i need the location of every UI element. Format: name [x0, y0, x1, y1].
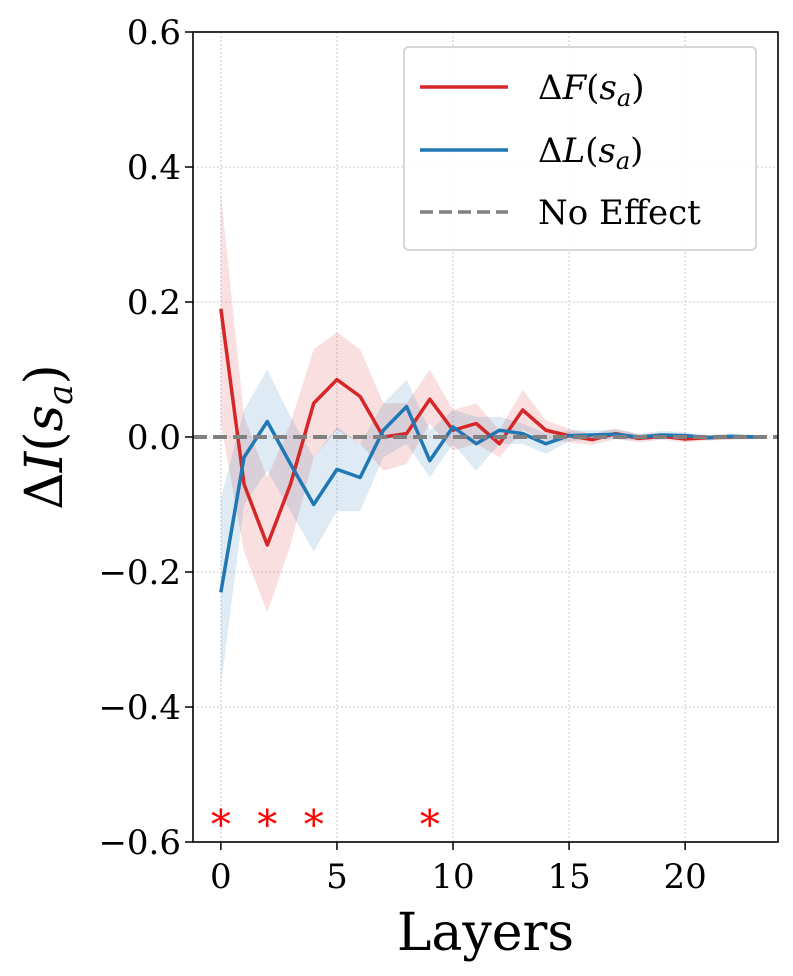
- y-axis-title-group: ΔI(sa): [15, 364, 81, 510]
- y-tick-label-4: 0.2: [127, 283, 181, 323]
- legend-delta-l-sub: a: [616, 147, 630, 175]
- y-tick-label-1: −0.4: [98, 688, 181, 728]
- legend-delta-f-var: F: [562, 68, 588, 108]
- x-tick-label-4: 20: [664, 857, 707, 897]
- x-tick-label-1: 5: [326, 857, 348, 897]
- y-tick-label-3: 0.0: [127, 418, 181, 458]
- significance-marker-2: *: [304, 802, 324, 848]
- x-tick-label-0: 0: [210, 857, 232, 897]
- band-delta-f: [220, 194, 755, 613]
- legend-label-delta-l: ΔL(sa): [538, 131, 643, 175]
- y-tick-label-6: 0.6: [127, 13, 181, 53]
- legend-delta-f-open: (: [586, 68, 599, 108]
- legend: ΔF(sa) ΔL(sa) No Effect: [403, 46, 757, 251]
- legend-delta-l-close: ): [630, 131, 643, 171]
- x-axis-title-group: Layers: [397, 903, 574, 963]
- significance-marker-0: *: [211, 802, 231, 848]
- y-title-close: ): [15, 364, 75, 384]
- legend-delta-l-open: (: [585, 131, 598, 171]
- significance-marker-1: *: [257, 802, 277, 848]
- y-title-open: (: [15, 431, 75, 451]
- series-lines: [193, 308, 778, 593]
- y-tick-label-0: −0.6: [98, 823, 181, 863]
- legend-delta-f-s: s: [599, 68, 616, 108]
- y-title-var: I: [15, 450, 75, 473]
- legend-delta-l-s: s: [598, 131, 615, 171]
- confidence-bands: [220, 194, 755, 687]
- band-delta-l: [220, 369, 755, 687]
- legend-label-no-effect: No Effect: [538, 193, 701, 233]
- y-title-s: s: [15, 405, 75, 432]
- significance-marker-3: *: [420, 802, 440, 848]
- x-tick-label-2: 10: [431, 857, 474, 897]
- y-axis-title: ΔI(sa): [15, 364, 81, 510]
- legend-delta-f-close: ): [631, 68, 644, 108]
- legend-delta-f-sub: a: [617, 84, 631, 112]
- y-tick-label-2: −0.2: [98, 553, 181, 593]
- significance-markers: * * * *: [211, 802, 440, 848]
- legend-delta-f-delta: Δ: [538, 68, 563, 108]
- x-axis-title: Layers: [397, 903, 574, 963]
- y-title-subscript: a: [41, 384, 81, 404]
- legend-delta-l-var: L: [562, 131, 586, 171]
- legend-label-delta-f: ΔF(sa): [538, 68, 644, 112]
- y-tick-label-5: 0.4: [127, 148, 181, 188]
- axis-ticks: 0 5 10 15 20 −0.6 −0.4 −0.2 0.0 0.2 0.4 0.6: [98, 13, 706, 897]
- x-tick-label-3: 15: [547, 857, 590, 897]
- legend-delta-l-delta: Δ: [538, 131, 563, 171]
- legend-box: [403, 46, 757, 251]
- y-title-delta: Δ: [15, 472, 75, 510]
